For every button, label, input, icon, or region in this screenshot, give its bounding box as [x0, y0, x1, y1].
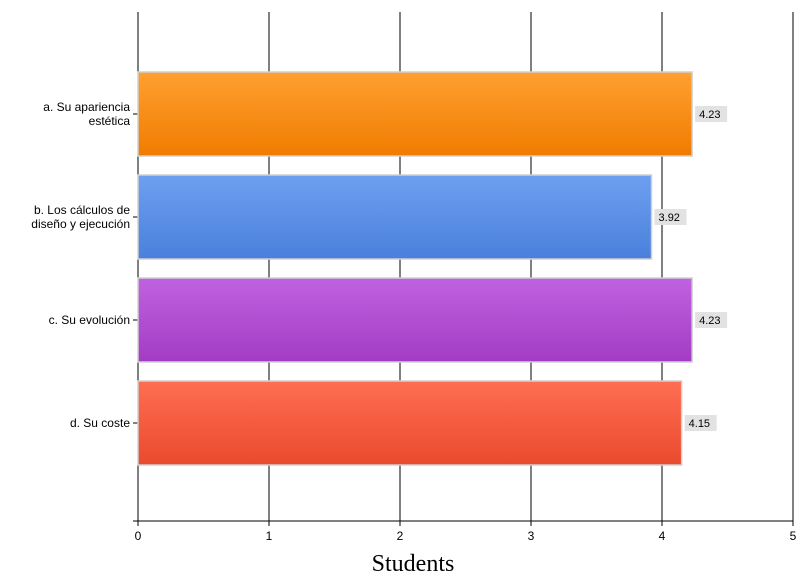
x-tick-label: 4 — [659, 529, 666, 543]
x-tick-label: 2 — [397, 529, 404, 543]
category-label: c. Su evolución — [49, 313, 130, 327]
data-label: 3.92 — [659, 212, 680, 224]
data-label-box — [654, 209, 687, 225]
x-tick-label: 1 — [266, 529, 273, 543]
category-label: a. Su apariencia estética — [43, 100, 130, 128]
bar — [137, 380, 683, 466]
labels: 0 1 2 3 4 5 a. Su apariencia estética 4.23 b. Los… — [31, 100, 796, 543]
data-label: 4.23 — [699, 315, 720, 327]
x-tick-label: 0 — [135, 529, 142, 543]
bar — [137, 277, 693, 363]
bars — [137, 71, 693, 466]
data-label-box — [695, 312, 728, 328]
category-label: b. Los cálculos de diseño y ejecución — [31, 203, 130, 231]
x-tick-label: 5 — [790, 529, 797, 543]
x-tick-label: 3 — [528, 529, 535, 543]
data-label-box — [684, 415, 717, 431]
data-label: 4.15 — [689, 418, 710, 430]
data-label: 4.23 — [699, 109, 720, 121]
bar — [137, 71, 693, 157]
x-axis-title: Students — [372, 551, 455, 577]
bar — [137, 174, 653, 260]
category-label: d. Su coste — [70, 416, 130, 430]
data-label-box — [695, 106, 728, 122]
